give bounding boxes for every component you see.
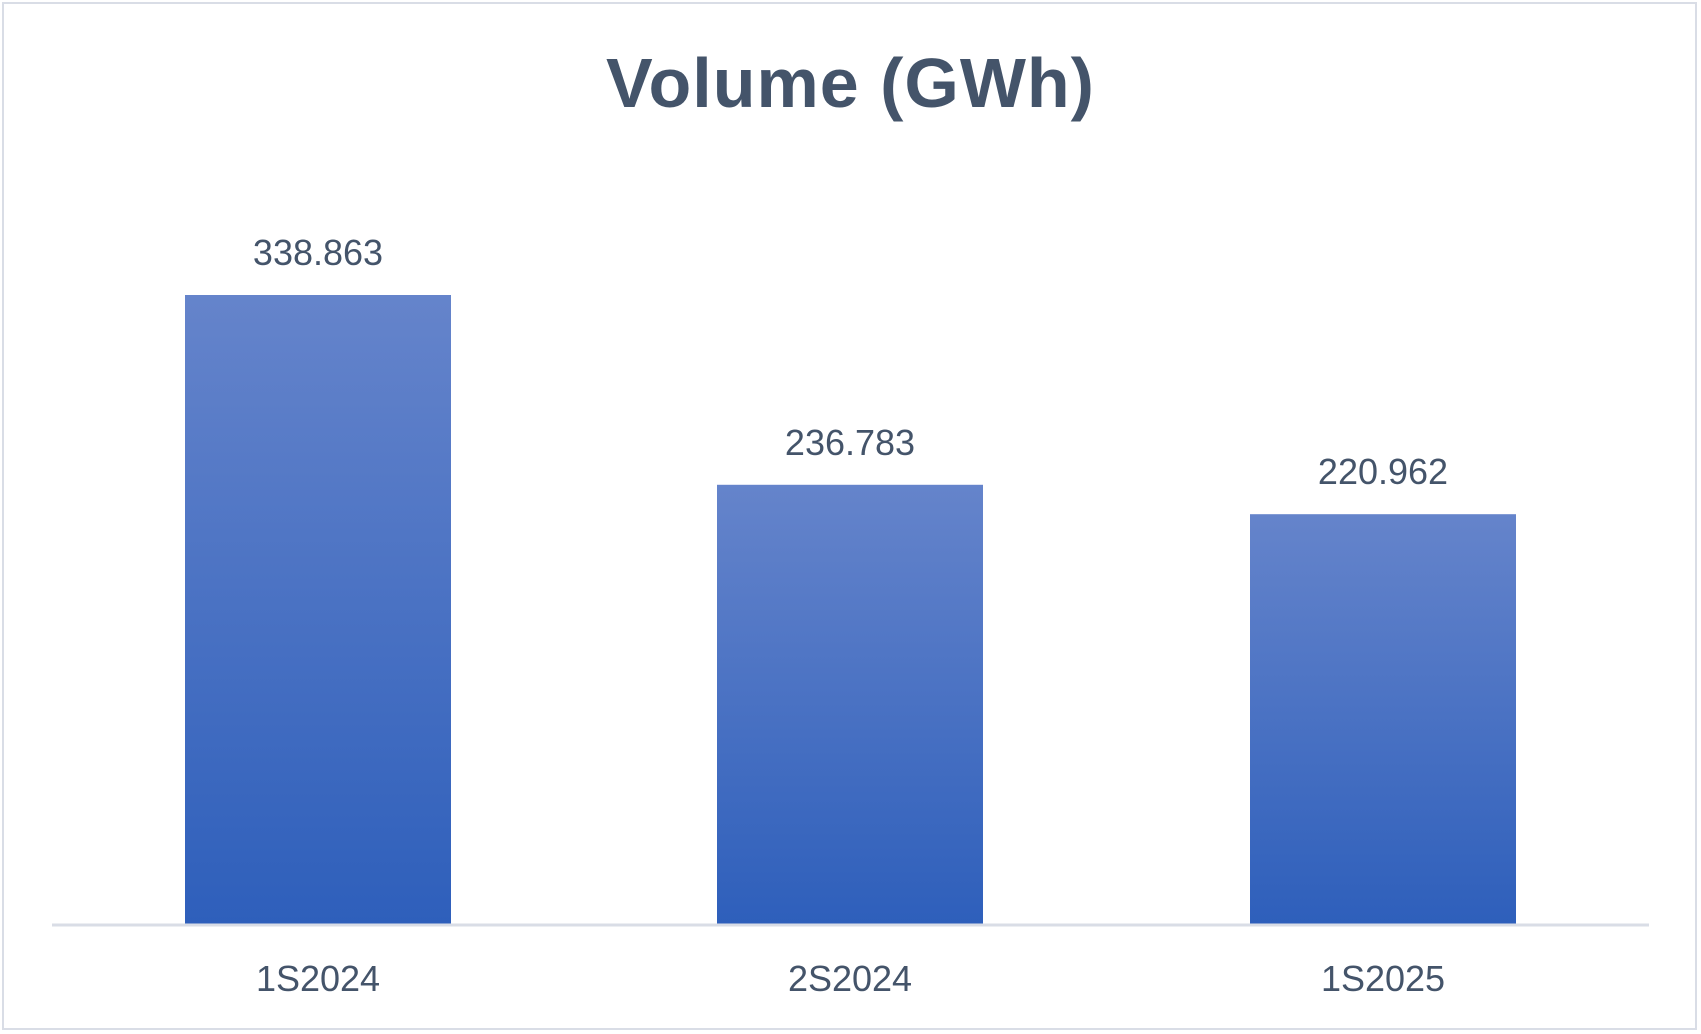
data-label-1S2024: 338.863 (253, 232, 383, 273)
data-label-2S2024: 236.783 (785, 422, 915, 463)
bars-group (185, 295, 1516, 925)
labels-group: 338.863 1S2024 236.783 2S2024 220.962 1S2025 (253, 232, 1448, 999)
bar-1S2024 (185, 295, 451, 925)
data-label-1S2025: 220.962 (1318, 451, 1448, 492)
bar-2S2024 (717, 484, 983, 925)
x-tick-label-2S2024: 2S2024 (788, 958, 912, 999)
x-tick-label-1S2025: 1S2025 (1321, 958, 1445, 999)
x-tick-label-1S2024: 1S2024 (256, 958, 380, 999)
chart-title: Volume (GWh) (606, 44, 1095, 122)
bar-1S2025 (1250, 514, 1516, 925)
